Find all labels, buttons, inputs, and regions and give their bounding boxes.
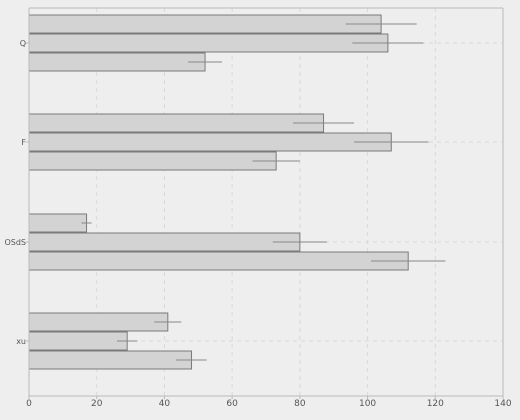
bar [28, 232, 301, 252]
x-tick-label: 40 [159, 399, 171, 409]
bar [28, 151, 277, 171]
bar [28, 113, 325, 133]
bar [28, 350, 193, 370]
x-tick-label: 140 [494, 399, 511, 409]
bar [28, 33, 389, 53]
bar [28, 251, 409, 271]
axes [26, 7, 504, 399]
error-bars [81, 23, 446, 361]
bar [28, 14, 382, 34]
x-tick-label: 0 [26, 399, 32, 409]
x-tick-label: 80 [294, 399, 306, 409]
y-tick-label: OSdS [4, 238, 26, 247]
y-tick-label: xu [16, 337, 26, 346]
bars [28, 14, 409, 370]
bar [28, 312, 169, 332]
tick-labels: 0 20 40 60 80 100 120 140 Q F OSdS xu [4, 39, 511, 409]
x-tick-label: 20 [91, 399, 103, 409]
y-tick-label: F [21, 138, 26, 147]
bar [28, 132, 392, 152]
x-tick-label: 120 [427, 399, 444, 409]
bar [28, 52, 206, 72]
bar [28, 213, 88, 233]
x-tick-label: 60 [226, 399, 238, 409]
bar [28, 331, 128, 351]
y-tick-label: Q [20, 39, 26, 48]
x-tick-label: 100 [359, 399, 376, 409]
